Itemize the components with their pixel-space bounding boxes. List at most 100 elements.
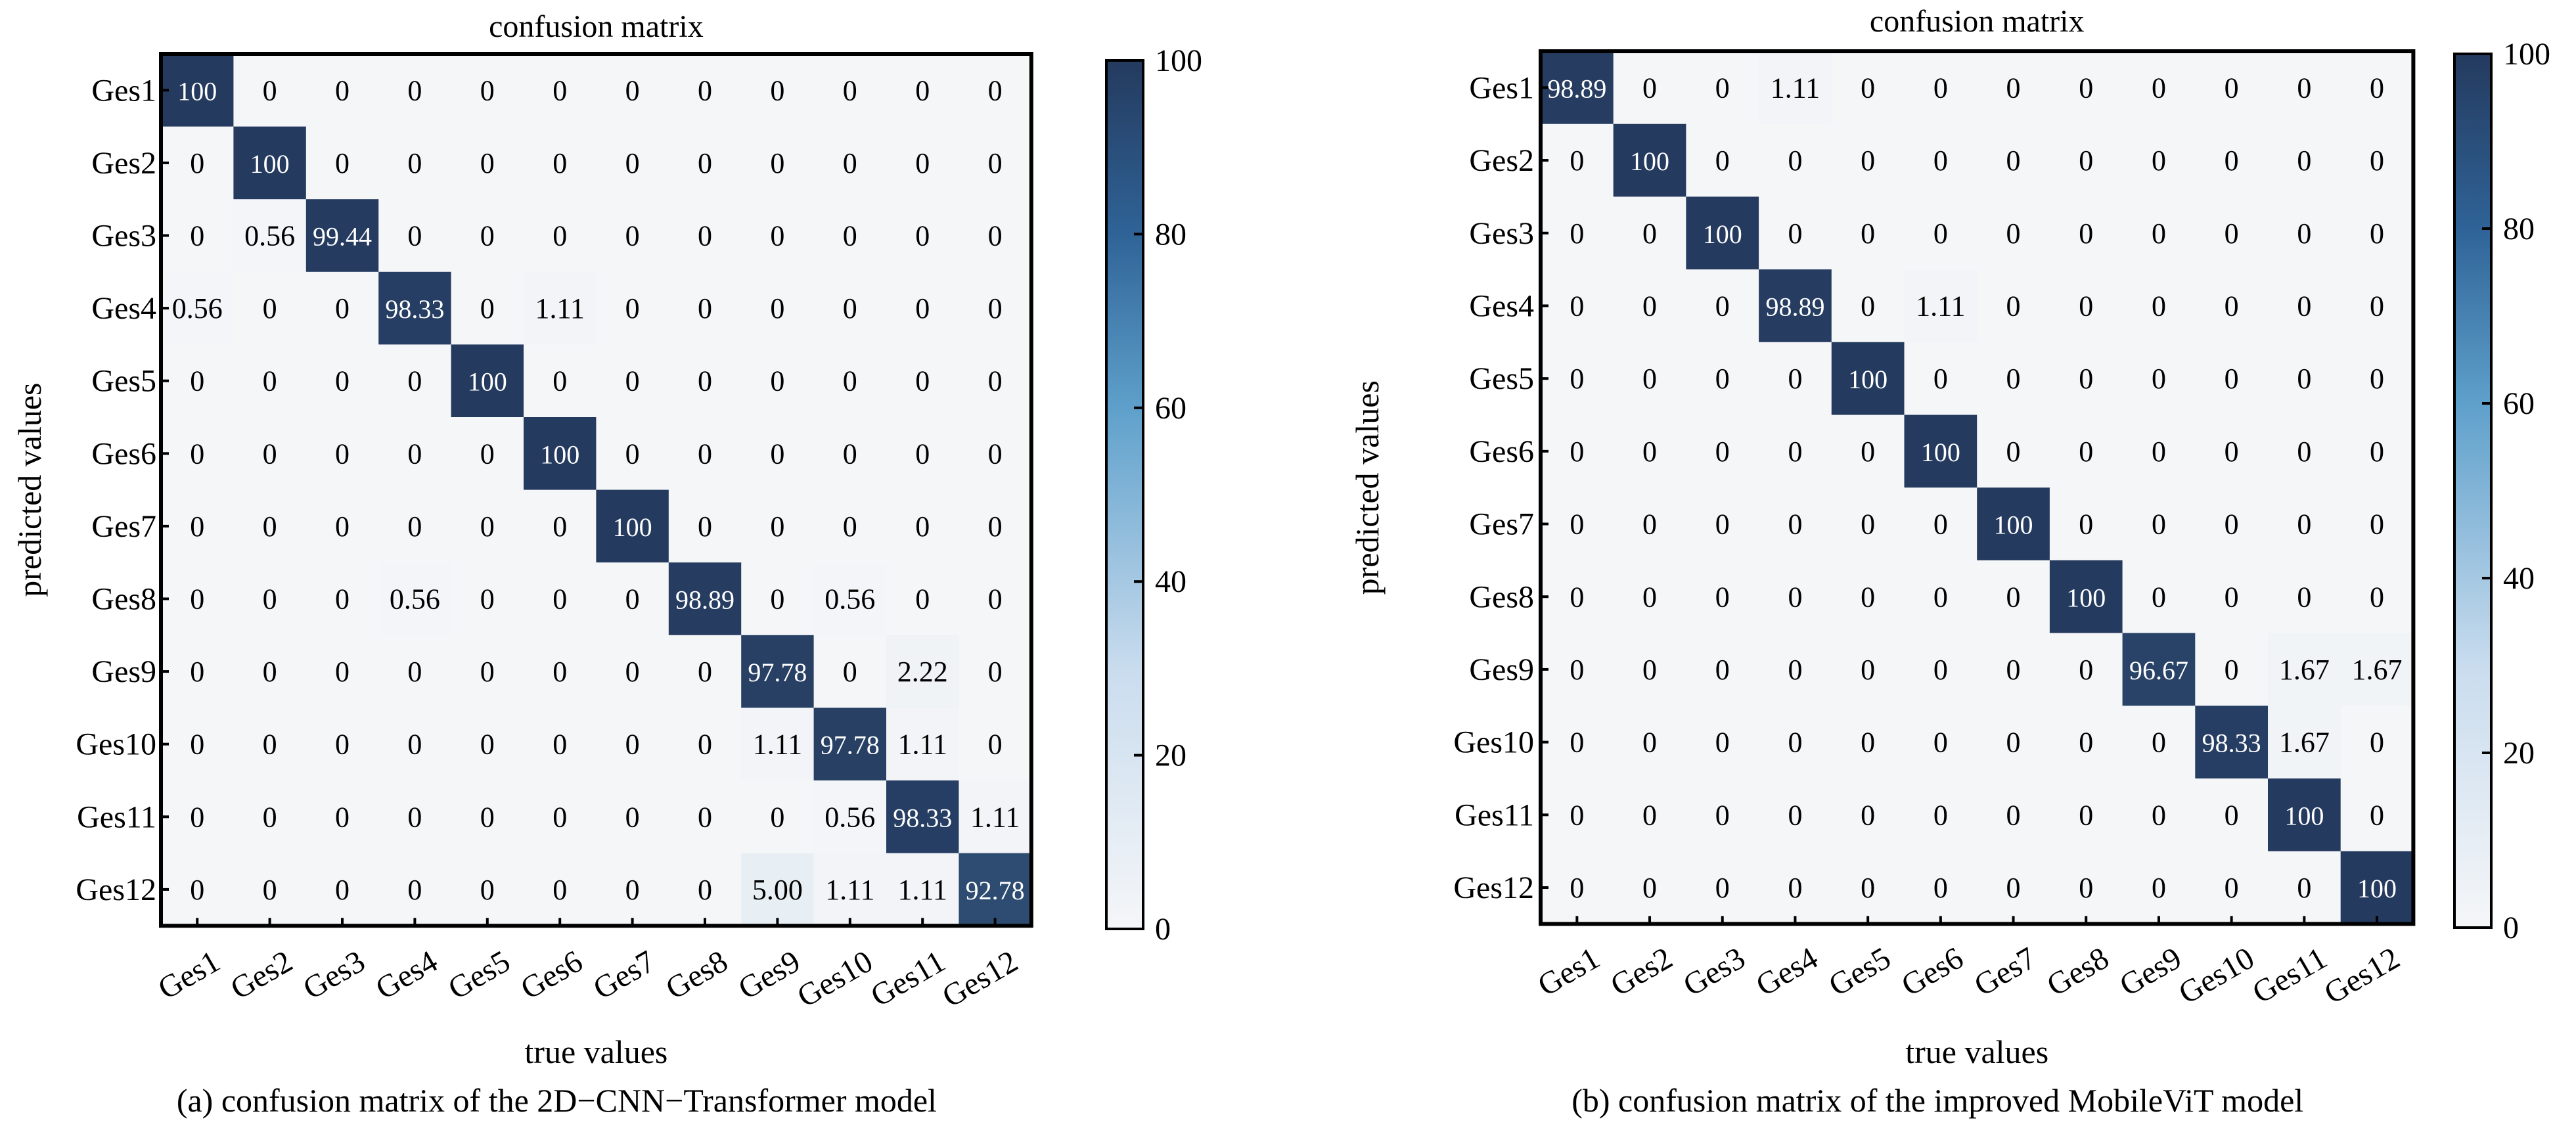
cell-value-label: 0 [915, 147, 930, 179]
cell-value-label: 0 [625, 729, 640, 761]
heatmap-cell [2195, 706, 2269, 779]
cell-value-label: 0 [1788, 217, 1802, 250]
cell-value-label: 0 [1570, 581, 1584, 613]
heatmap-cell [2122, 487, 2196, 561]
y-tick-label: Ges1 [1469, 70, 1534, 105]
cell-value-label: 0 [1642, 508, 1657, 541]
heatmap-cell [1831, 269, 1905, 343]
heatmap-cell [378, 271, 452, 345]
heatmap-cell [1759, 51, 1832, 125]
heatmap-cell [305, 126, 379, 200]
heatmap-cell [886, 344, 959, 418]
heatmap-cell [1541, 342, 1614, 416]
cell-value-label: 99.44 [313, 222, 372, 252]
cell-value-label: 0 [1933, 363, 1948, 395]
heatmap-cell [1541, 415, 1614, 488]
cell-value-label: 0 [988, 74, 1003, 106]
cell-value-label: 0 [2370, 145, 2384, 177]
cell-value-label: 0 [1788, 508, 1802, 541]
cell-value-label: 0 [335, 656, 350, 688]
cell-value-label: 0 [553, 583, 567, 616]
heatmap-cell [2340, 778, 2414, 852]
cell-value-label: 0 [2152, 727, 2166, 759]
cell-value-label: 0 [2079, 72, 2093, 104]
cell-value-label: 0 [1715, 872, 1730, 904]
heatmap-cell [305, 417, 379, 491]
cell-value-label: 0 [2152, 290, 2166, 322]
heatmap-cell [741, 126, 815, 200]
heatmap-cell [2340, 269, 2414, 343]
heatmap-cell [741, 562, 815, 636]
cell-value-label: 0 [988, 147, 1003, 179]
heatmap-cell [305, 635, 379, 708]
cell-value-label: 0 [335, 874, 350, 906]
heatmap-cell [1759, 778, 1832, 852]
cell-value-label: 0 [1788, 799, 1802, 831]
colorbar-tick-label: 80 [1155, 217, 1186, 252]
colorbar-tick-label: 20 [1155, 738, 1186, 773]
cell-value-label: 0 [843, 438, 857, 470]
heatmap-cell [2122, 633, 2196, 706]
cell-value-label: 2.22 [897, 656, 948, 688]
heatmap-cell [1904, 415, 1977, 488]
heatmap-cell [378, 126, 452, 200]
figure-caption: (a) confusion matrix of the 2D−CNN−Trans… [177, 1082, 937, 1119]
colorbar-tick-label: 60 [2503, 386, 2535, 421]
cell-value-label: 0 [770, 583, 784, 616]
cell-value-label: 0 [2297, 508, 2311, 541]
y-tick-label: Ges10 [1453, 725, 1534, 760]
chart-title: confusion matrix [1870, 4, 2085, 39]
heatmap-cell [2049, 778, 2123, 852]
heatmap-cell [959, 417, 1032, 491]
heatmap-cell [1686, 778, 1759, 852]
heatmap-cell [2122, 51, 2196, 125]
heatmap-cell [1831, 487, 1905, 561]
heatmap-cell [161, 780, 234, 854]
heatmap-cell [1977, 778, 2050, 852]
cell-value-label: 0 [1861, 436, 1875, 468]
cell-value-label: 97.78 [748, 658, 807, 687]
heatmap-cell [1977, 124, 2050, 197]
cell-value-label: 0 [407, 438, 422, 470]
cell-value-label: 0 [2297, 363, 2311, 395]
cell-value-label: 0 [335, 510, 350, 543]
cell-value-label: 0 [698, 656, 712, 688]
cell-value-label: 0 [2079, 799, 2093, 831]
heatmap-cell [378, 54, 452, 127]
cell-value-label: 0 [770, 292, 784, 325]
colorbar-tick-label: 40 [2503, 561, 2535, 596]
cell-value-label: 0 [1570, 727, 1584, 759]
heatmap-cell [1686, 560, 1759, 634]
heatmap-cell [524, 635, 597, 708]
cell-value-label: 0 [988, 656, 1003, 688]
cell-value-label: 0 [915, 292, 930, 325]
cell-value-label: 0 [2006, 145, 2021, 177]
heatmap-cell [886, 54, 959, 127]
cell-value-label: 0 [988, 365, 1003, 397]
heatmap-cell [1904, 269, 1977, 343]
cell-value-label: 0 [1861, 799, 1875, 831]
cell-value-label: 0 [2370, 436, 2384, 468]
cell-value-label: 0 [2006, 363, 2021, 395]
heatmap-cell [886, 635, 959, 708]
cell-value-label: 0 [2079, 508, 2093, 541]
y-tick-label: Ges4 [1469, 288, 1534, 323]
y-tick-label: Ges7 [1469, 507, 1534, 542]
chart-title: confusion matrix [489, 9, 704, 44]
cell-value-label: 0 [698, 365, 712, 397]
heatmap-cell [1904, 124, 1977, 197]
cell-value-label: 0 [1861, 72, 1875, 104]
cell-value-label: 0 [698, 801, 712, 833]
heatmap-cell [2049, 196, 2123, 270]
heatmap-cell [1613, 560, 1686, 634]
cell-value-label: 0 [2297, 217, 2311, 250]
heatmap-cell [161, 489, 234, 563]
heatmap-cell [2195, 778, 2269, 852]
heatmap-cell [161, 271, 234, 345]
heatmap-cell [813, 853, 887, 926]
heatmap-cell [524, 489, 597, 563]
cell-value-label: 0 [2370, 799, 2384, 831]
cell-value-label: 0 [2152, 217, 2166, 250]
cell-value-label: 0 [263, 74, 277, 106]
heatmap-cell [1686, 487, 1759, 561]
